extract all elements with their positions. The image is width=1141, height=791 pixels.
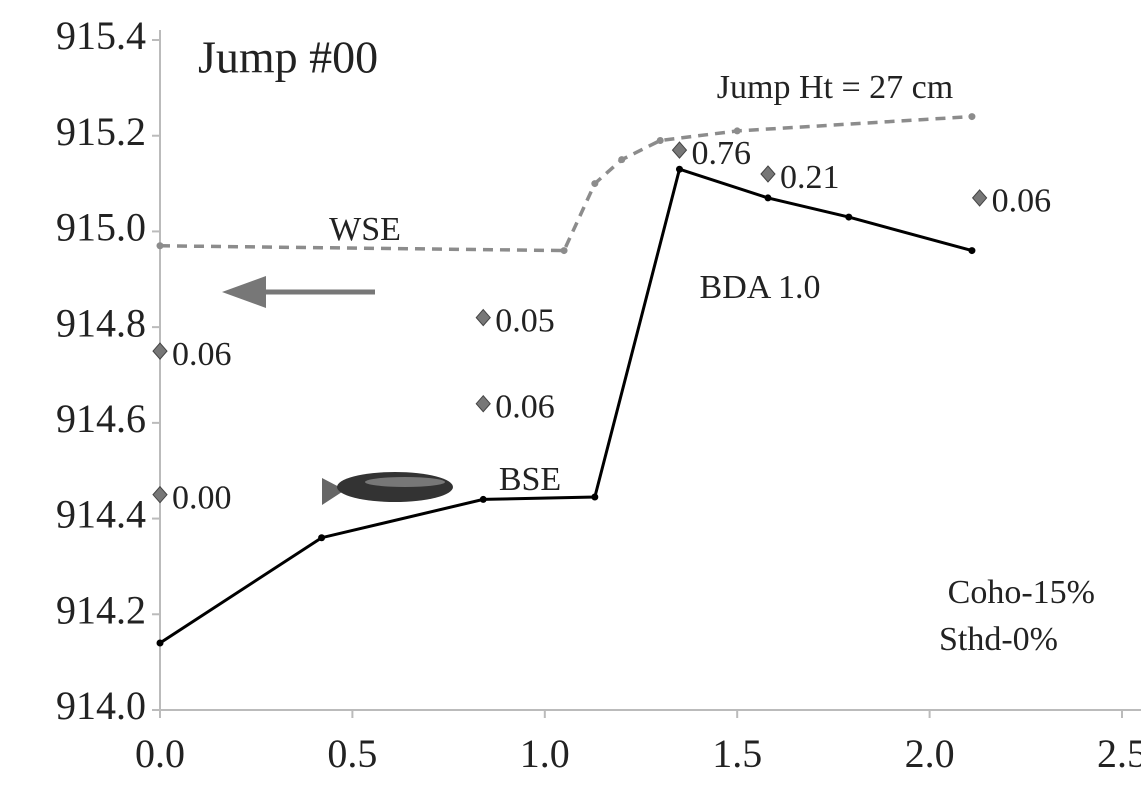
annotation: BDA 1.0 xyxy=(700,269,821,306)
line-vertex xyxy=(591,180,598,187)
page: {"chart_data": { "type": "line", "title"… xyxy=(0,0,1141,791)
bse-line xyxy=(160,169,972,643)
velocity-label: 0.06 xyxy=(172,336,232,373)
y-tick-label: 914.4 xyxy=(56,492,146,537)
wse-line xyxy=(160,117,972,251)
line-vertex xyxy=(618,156,625,163)
y-tick-label: 914.8 xyxy=(56,300,146,345)
fish-icon xyxy=(322,472,453,505)
velocity-point xyxy=(153,487,167,503)
velocity-point xyxy=(973,190,987,206)
fish-body xyxy=(337,472,453,502)
velocity-label: 0.06 xyxy=(992,183,1052,220)
x-tick-label: 2.5 xyxy=(1097,731,1141,776)
y-tick-label: 915.2 xyxy=(56,109,146,154)
chart-title: Jump #00 xyxy=(198,32,378,83)
x-tick-label: 0.0 xyxy=(135,731,185,776)
annotation: Coho-15% xyxy=(948,574,1095,611)
velocity-point xyxy=(153,343,167,359)
y-tick-label: 915.0 xyxy=(56,205,146,250)
fish-stripe xyxy=(365,477,445,487)
annotation: Jump Ht = 27 cm xyxy=(717,69,953,106)
line-vertex xyxy=(157,242,164,249)
flow-arrow xyxy=(222,276,375,308)
series-label: WSE xyxy=(329,211,401,248)
line-vertex xyxy=(657,137,664,144)
annotation: Sthd-0% xyxy=(939,621,1058,658)
y-tick-label: 914.0 xyxy=(56,683,146,728)
line-vertex xyxy=(480,496,487,503)
line-vertex xyxy=(968,113,975,120)
line-vertex xyxy=(591,494,598,501)
x-tick-label: 2.0 xyxy=(905,731,955,776)
velocity-label: 0.21 xyxy=(780,159,840,196)
y-tick-label: 915.4 xyxy=(56,13,146,58)
y-tick-label: 914.6 xyxy=(56,396,146,441)
line-vertex xyxy=(968,247,975,254)
y-tick-label: 914.2 xyxy=(56,587,146,632)
line-vertex xyxy=(561,247,568,254)
series-label: BSE xyxy=(499,461,561,498)
line-vertex xyxy=(764,194,771,201)
velocity-point xyxy=(761,166,775,182)
line-vertex xyxy=(157,640,164,647)
chart: Jump #00 914.0 914.2 914.4 914.6 914.8 915.0 9… xyxy=(0,0,1141,791)
line-vertex xyxy=(318,534,325,541)
velocity-label: 0.76 xyxy=(691,135,751,172)
velocity-point xyxy=(476,310,490,326)
line-vertex xyxy=(734,127,741,134)
velocity-point xyxy=(476,396,490,412)
velocity-point xyxy=(672,142,686,158)
line-vertex xyxy=(676,166,683,173)
velocity-label: 0.06 xyxy=(495,389,555,426)
arrow-head xyxy=(222,276,266,308)
x-tick-label: 1.5 xyxy=(712,731,762,776)
x-tick-label: 0.5 xyxy=(327,731,377,776)
line-vertex xyxy=(845,214,852,221)
velocity-label: 0.05 xyxy=(495,302,555,339)
x-tick-label: 1.0 xyxy=(520,731,570,776)
velocity-label: 0.00 xyxy=(172,479,232,516)
